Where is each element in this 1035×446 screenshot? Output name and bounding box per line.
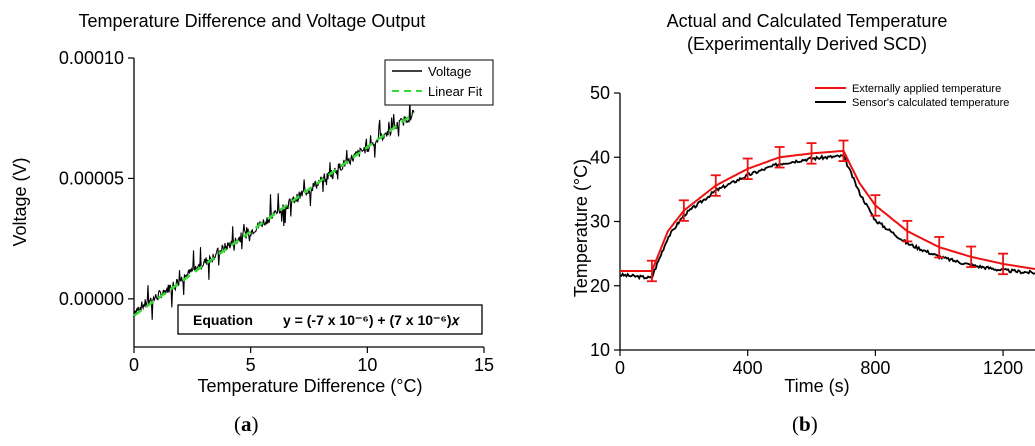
panel-b-caption: (b) [792,412,818,436]
chart-b-x-tick-label: 1200 [983,358,1023,378]
chart-a-legend: Voltage Linear Fit [384,59,494,106]
error-bar [870,194,881,217]
chart-a-x-tick-label: 0 [129,355,139,375]
equation-box: Equation y = (-7 x 10⁻⁶) + (7 x 10⁻⁶)𝑥 [177,304,483,335]
chart-b-x-tick-label: 800 [860,358,890,378]
chart-a-y-tick-label: 0.00000 [59,289,124,309]
chart-a-x-tick-label: 5 [246,355,256,375]
error-bar [902,219,913,243]
error-bar [806,142,817,165]
chart-a-ylabel: Voltage (V) [10,157,30,246]
error-bar [998,252,1009,276]
chart-b-y-tick-label: 40 [590,147,610,167]
legend-voltage-label: Voltage [428,64,471,79]
chart-b-y-tick-label: 30 [590,212,610,232]
chart-b-svg: Actual and Calculated Temperature (Exper… [571,11,1035,396]
chart-a-x-tick-label: 10 [357,355,377,375]
chart-b-x-tick-label: 400 [733,358,763,378]
chart-a-title: Temperature Difference and Voltage Outpu… [79,11,426,31]
legend-applied-label: Externally applied temperature [852,83,1001,95]
error-bar [838,139,849,163]
chart-b-y-tick-label: 10 [590,340,610,360]
chart-a-y-tick-label: 0.00010 [59,48,124,68]
chart-a-x-tick-label: 15 [474,355,494,375]
linear-fit-line [133,112,415,317]
chart-a-xlabel: Temperature Difference (°C) [198,376,423,396]
error-bar [678,199,689,222]
error-bar [646,259,657,283]
chart-b-subtitle: (Experimentally Derived SCD) [687,34,927,54]
error-bar [774,146,785,169]
chart-b-y-tick-label: 50 [590,83,610,103]
error-bar [966,245,977,269]
legend-sensor-label: Sensor's calculated temperature [852,97,1009,109]
chart-b-title: Actual and Calculated Temperature [667,11,948,31]
legend-fit-label: Linear Fit [428,84,483,99]
chart-panel-a: Temperature Difference and Voltage Outpu… [0,0,510,441]
chart-b-legend: Externally applied temperature Sensor's … [815,83,1009,109]
equation-text: y = (-7 x 10⁻⁶) + (7 x 10⁻⁶)𝑥 [283,312,461,328]
chart-b-y-tick-label: 20 [590,276,610,296]
chart-a-svg: Temperature Difference and Voltage Outpu… [10,11,494,396]
chart-panel-b: Actual and Calculated Temperature (Exper… [510,0,1035,441]
error-bar [742,157,753,180]
panel-a-caption: (a) [234,412,259,436]
chart-a-y-tick-label: 0.00005 [59,168,124,188]
chart-b-xlabel: Time (s) [784,376,849,396]
chart-b-x-tick-label: 0 [615,358,625,378]
equation-label: Equation [193,312,253,328]
error-bar [934,236,945,259]
applied-temperature-line [620,149,1035,272]
chart-b-ylabel: Temperature (°C) [571,159,591,297]
sensor-temperature-line [619,154,1035,281]
error-bar [710,174,721,197]
